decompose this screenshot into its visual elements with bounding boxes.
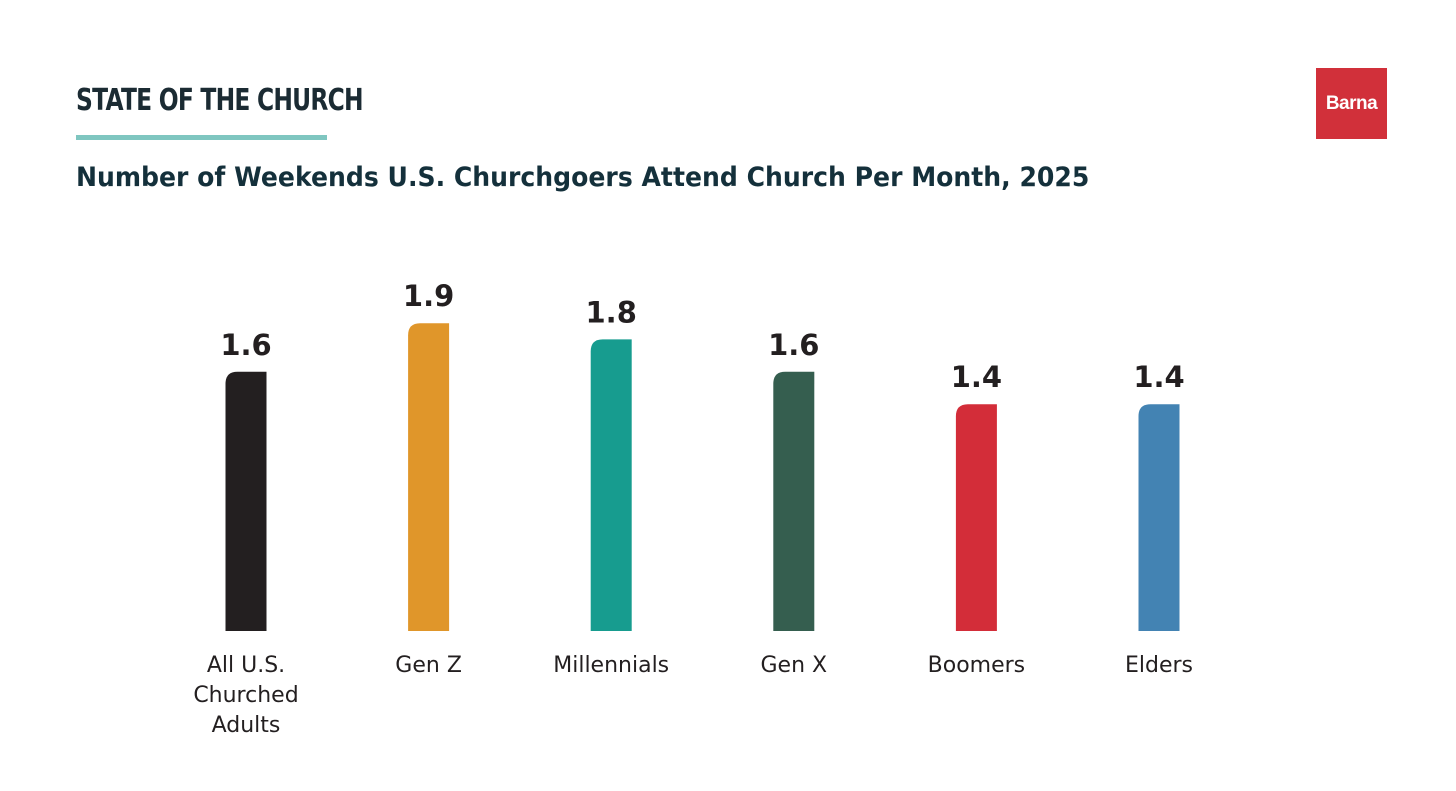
category-label-2: Millennials xyxy=(553,653,669,678)
value-label-2: 1.8 xyxy=(586,295,637,329)
bar-1 xyxy=(408,323,450,631)
bar-2 xyxy=(590,339,632,631)
section-tag: STATE OF THE CHURCH xyxy=(76,83,364,118)
category-label-4: Boomers xyxy=(928,653,1026,678)
barna-logo-text: Barna xyxy=(1325,92,1378,114)
barna-logo: Barna xyxy=(1316,68,1387,139)
category-label-0: All U.S. Churched Adults xyxy=(193,653,298,738)
category-label-5: Elders xyxy=(1125,653,1193,678)
chart-title: Number of Weekends U.S. Churchgoers Atte… xyxy=(76,162,1090,193)
value-label-4: 1.4 xyxy=(951,360,1002,394)
value-label-5: 1.4 xyxy=(1133,360,1184,394)
value-label-3: 1.6 xyxy=(768,328,819,362)
bar-0 xyxy=(225,371,267,631)
section-tag-underline xyxy=(76,135,327,140)
value-label-1: 1.9 xyxy=(403,279,454,313)
category-label-1: Gen Z xyxy=(395,653,462,678)
category-label-3: Gen X xyxy=(761,653,828,678)
value-label-0: 1.6 xyxy=(220,328,271,362)
bar-4 xyxy=(955,404,997,631)
bar-3 xyxy=(773,371,815,631)
bar-5 xyxy=(1138,404,1180,631)
